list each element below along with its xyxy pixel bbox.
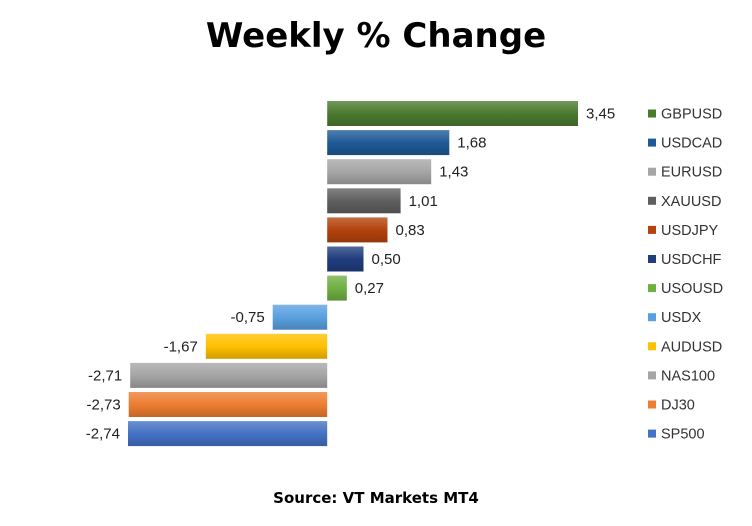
legend-swatch-usdcad (648, 138, 656, 147)
bar-usdchf (327, 246, 364, 272)
legend-swatch-usdchf (648, 255, 656, 263)
value-label-audusd: -1,67 (164, 338, 198, 355)
value-label-usdchf: 0,50 (372, 251, 401, 268)
value-label-gbpusd: 3,45 (586, 106, 615, 123)
bar-nas100 (130, 362, 328, 388)
bar-usdjpy (327, 217, 388, 243)
bar-usdcad (327, 130, 450, 156)
legend-label-usousd: USOUSD (661, 281, 723, 297)
legend-swatch-usdjpy (648, 225, 656, 234)
legend-swatch-usousd (648, 284, 656, 293)
legend-label-gbpusd: GBPUSD (661, 107, 722, 123)
legend-swatch-dj30 (648, 400, 656, 409)
bar-gbpusd (327, 101, 578, 126)
bar-dj30 (128, 392, 328, 417)
value-label-eurusd: 1,43 (439, 164, 468, 181)
legend-swatch-nas100 (648, 371, 656, 380)
legend: GBPUSD USDCAD EURUSD XAUUSD USDJPY USDCHF USOU… (648, 107, 723, 443)
value-label-xauusd: 1,01 (409, 193, 438, 210)
value-label-nas100: -2,71 (88, 367, 122, 384)
legend-label-audusd: AUDUSD (661, 339, 722, 355)
value-label-usdx: -0,75 (230, 309, 264, 326)
legend-swatch-sp500 (648, 429, 656, 438)
legend-label-sp500: SP500 (661, 427, 705, 443)
bars-group: 3,45 1,68 1,431,01 0,83 0,50 0,27 -0,75 -1,67 -2… (86, 101, 615, 447)
legend-swatch-xauusd (648, 196, 656, 205)
chart-title: Weekly % Change (206, 16, 546, 56)
chart-source: Source: VT Markets MT4 (273, 489, 479, 507)
legend-label-usdcad: USDCAD (661, 136, 722, 152)
legend-label-usdchf: USDCHF (661, 252, 722, 268)
legend-label-eurusd: EURUSD (661, 165, 722, 181)
bar-xauusd (327, 188, 401, 214)
bar-audusd (205, 333, 328, 359)
bar-eurusd (327, 159, 432, 185)
bar-sp500 (128, 421, 328, 447)
legend-label-xauusd: XAUUSD (661, 194, 721, 210)
legend-label-dj30: DJ30 (661, 398, 695, 414)
value-label-usousd: 0,27 (355, 280, 384, 297)
legend-label-nas100: NAS100 (661, 368, 715, 384)
bar-usousd (327, 275, 347, 301)
legend-swatch-audusd (648, 342, 656, 351)
legend-swatch-gbpusd (648, 109, 656, 118)
value-label-usdcad: 1,68 (457, 135, 486, 152)
value-label-usdjpy: 0,83 (396, 222, 425, 239)
legend-swatch-eurusd (648, 167, 656, 176)
bar-usdx (272, 304, 328, 330)
value-label-sp500: -2,74 (86, 426, 120, 443)
legend-label-usdjpy: USDJPY (661, 223, 719, 239)
value-label-dj30: -2,73 (86, 397, 120, 414)
legend-label-usdx: USDX (661, 310, 702, 326)
legend-swatch-usdx (648, 313, 656, 322)
